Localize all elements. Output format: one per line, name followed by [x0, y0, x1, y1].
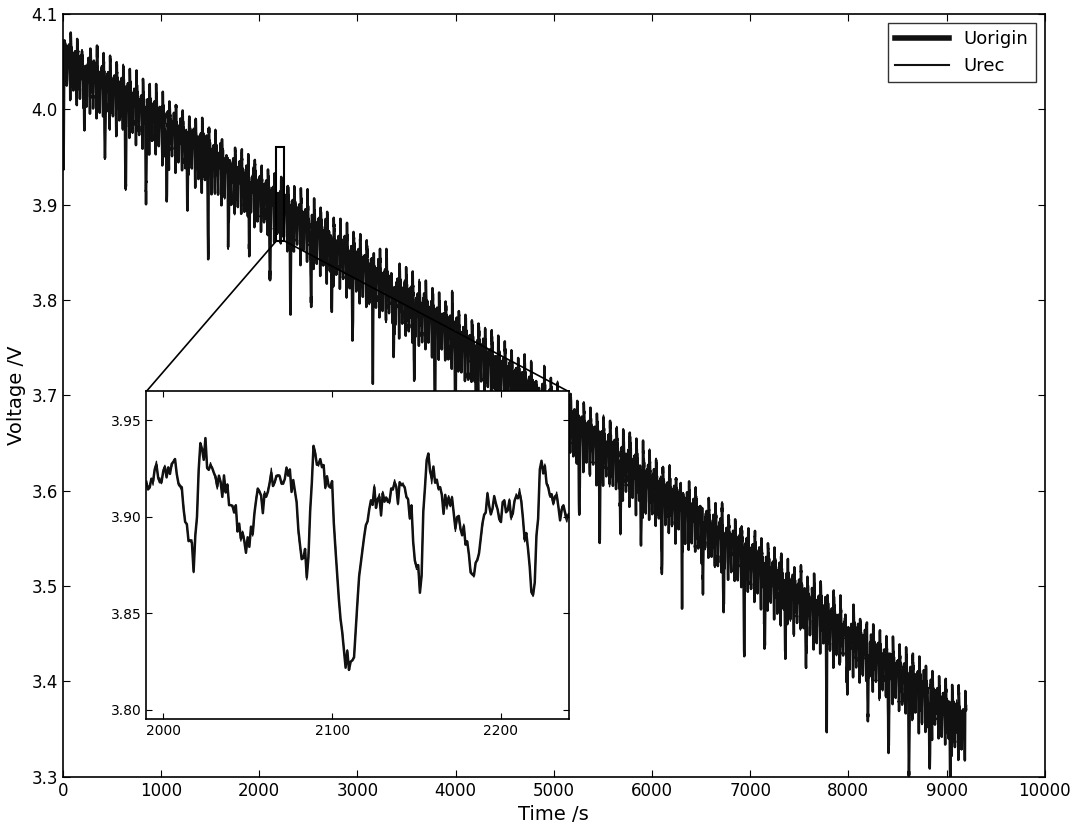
Urec: [56, 36, 69, 46]
Urec: [191, 151, 204, 161]
Uorigin: [166, 121, 179, 131]
Urec: [943, 778, 956, 788]
Urec: [229, 145, 241, 155]
Urec: [135, 96, 148, 106]
Urec: [959, 701, 972, 711]
Urec: [65, 27, 78, 37]
Legend: Uorigin, Urec: Uorigin, Urec: [888, 23, 1036, 82]
Line: Urec: Urec: [63, 32, 966, 783]
Uorigin: [959, 701, 972, 711]
Uorigin: [65, 27, 78, 37]
Urec: [251, 200, 264, 210]
Y-axis label: Voltage /V: Voltage /V: [6, 346, 26, 445]
Bar: [276, 147, 285, 241]
Uorigin: [56, 36, 69, 46]
X-axis label: Time /s: Time /s: [519, 805, 590, 824]
Uorigin: [229, 146, 241, 156]
Urec: [802, 590, 815, 600]
Urec: [166, 121, 179, 131]
Uorigin: [251, 201, 264, 211]
Uorigin: [191, 151, 204, 161]
Uorigin: [135, 96, 148, 106]
Uorigin: [943, 777, 956, 787]
Line: Uorigin: Uorigin: [63, 32, 966, 782]
Uorigin: [802, 590, 815, 600]
